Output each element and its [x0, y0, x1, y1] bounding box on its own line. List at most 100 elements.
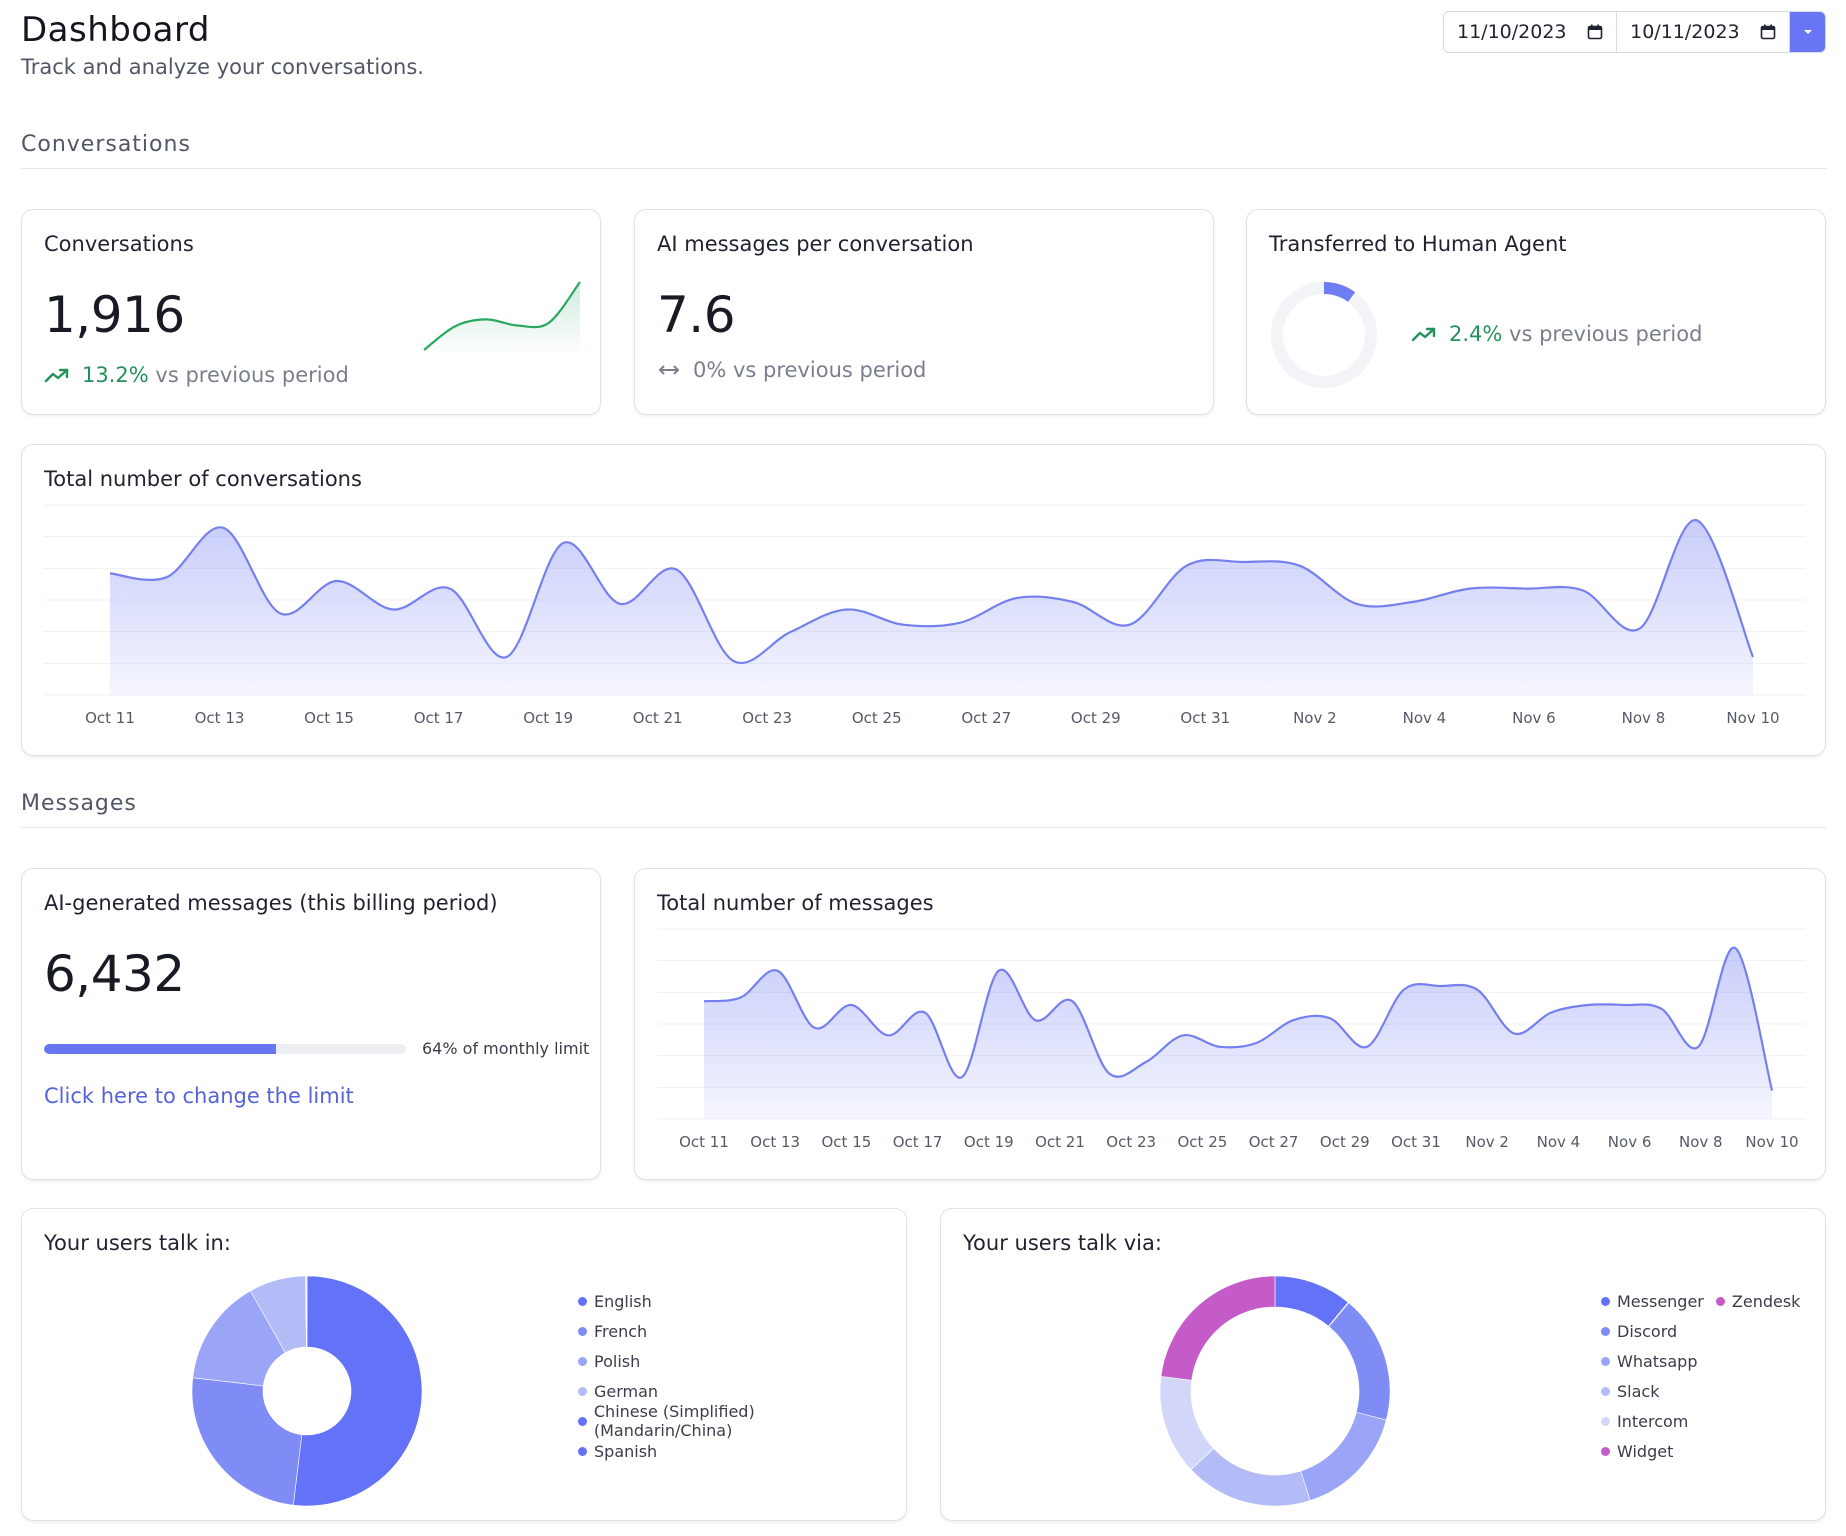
monthly-limit-progress-bar	[44, 1044, 406, 1054]
sparkline-line	[423, 281, 581, 351]
kpi-value: 1,916	[44, 286, 185, 344]
legend-entry[interactable]: Widget	[1601, 1442, 1673, 1461]
legend-entry[interactable]: Intercom	[1601, 1412, 1688, 1431]
start-date-value: 11/10/2023	[1457, 21, 1567, 43]
card-title: Total number of conversations	[44, 467, 362, 491]
transfer-ring-chart	[1271, 282, 1377, 388]
x-tick-label: Nov 10	[1745, 1133, 1798, 1151]
x-tick-label: Nov 8	[1622, 709, 1666, 727]
x-tick-label: Nov 6	[1512, 709, 1556, 727]
legend-label: Discord	[1617, 1321, 1678, 1341]
legend-entry[interactable]: French	[578, 1322, 647, 1341]
legend-row: Discord	[1601, 1316, 1812, 1346]
legend-entry[interactable]: English	[578, 1292, 652, 1311]
card-ai-messages-per-conversation: AI messages per conversation 7.6 0% vs p…	[634, 209, 1214, 415]
x-tick-label: Nov 2	[1293, 709, 1337, 727]
legend-label: French	[594, 1321, 648, 1341]
legend-dot	[578, 1386, 587, 1396]
x-tick-label: Oct 25	[852, 709, 902, 727]
legend-row: Whatsapp	[1601, 1346, 1812, 1376]
arrows-horizontal-icon	[658, 365, 680, 375]
legend-row: German	[578, 1376, 906, 1406]
page-title: Dashboard	[21, 10, 210, 50]
calendar-icon[interactable]	[1760, 24, 1776, 40]
legend-entry[interactable]: German	[578, 1382, 658, 1401]
slice-discord[interactable]	[1328, 1302, 1390, 1421]
slice-widget[interactable]	[1160, 1276, 1276, 1381]
end-date-input[interactable]: 10/11/2023	[1617, 12, 1791, 52]
sparkline-area	[424, 282, 580, 356]
area-fill	[704, 947, 1772, 1119]
legend-dot	[578, 1326, 587, 1336]
start-date-input[interactable]: 11/10/2023	[1444, 12, 1618, 52]
legend-label: Chinese (Simplified) (Mandarin/China)	[593, 1402, 755, 1440]
x-tick-label: Oct 31	[1180, 709, 1230, 727]
legend-row: Messenger Zendesk	[1601, 1286, 1812, 1316]
card-title: Transferred to Human Agent	[1269, 232, 1567, 256]
trend-up-icon	[44, 368, 69, 383]
x-tick-label: Oct 13	[195, 709, 245, 727]
legend-entry[interactable]: Discord	[1601, 1322, 1677, 1341]
legend-row: Slack	[1601, 1376, 1812, 1406]
conversations-area-chart: Oct 11 Oct 13 Oct 15 Oct 17 Oct 19 Oct 21 Oct …	[44, 504, 1805, 727]
page-subtitle: Track and analyze your conversations.	[21, 55, 424, 79]
calendar-icon[interactable]	[1587, 24, 1603, 40]
section-divider	[21, 168, 1826, 169]
card-user-channels: Your users talk via: Messenger Zendesk Dis…	[940, 1208, 1826, 1521]
legend-dot	[1715, 1296, 1725, 1306]
slice-polish[interactable]	[192, 1290, 286, 1387]
legend-dot	[578, 1296, 587, 1306]
x-tick-label: Oct 23	[742, 709, 792, 727]
legend-entry[interactable]: Messenger	[1601, 1292, 1704, 1311]
x-tick-label: Oct 23	[1106, 1133, 1156, 1151]
card-title: Your users talk in:	[44, 1231, 231, 1255]
legend-entry[interactable]: Chinese (Simplified) (Mandarin/China)	[578, 1402, 894, 1440]
messages-area-chart: Oct 11 Oct 13 Oct 15 Oct 17 Oct 19 Oct 21 Oct …	[657, 928, 1805, 1151]
legend-entry[interactable]: Slack	[1601, 1382, 1659, 1401]
card-conversations: Conversations 1,916 13.2% vs previous pe…	[21, 209, 601, 415]
legend-label: Spanish	[594, 1441, 658, 1461]
kpi-change-text: vs previous period	[1509, 322, 1703, 346]
legend-dot	[1601, 1446, 1610, 1456]
x-tick-label: Oct 21	[1035, 1133, 1085, 1151]
legend-entry[interactable]: Zendesk	[1715, 1291, 1801, 1311]
slice-french[interactable]	[192, 1377, 303, 1506]
card-title: Conversations	[44, 232, 194, 256]
x-tick-label: Oct 27	[1249, 1133, 1299, 1151]
slice-english[interactable]	[292, 1276, 422, 1506]
x-tick-label: Nov 2	[1465, 1133, 1509, 1151]
x-tick-label: Oct 11	[679, 1133, 729, 1151]
trend-up-icon	[1411, 327, 1436, 342]
slice-spanish[interactable]	[305, 1276, 308, 1348]
legend-label: Slack	[1617, 1381, 1660, 1401]
kpi-change-pct: 2.4%	[1449, 322, 1503, 346]
legend-entry[interactable]: Polish	[578, 1352, 640, 1371]
legend-label: Zendesk	[1731, 1291, 1801, 1311]
card-title: AI-generated messages (this billing peri…	[44, 891, 498, 915]
change-limit-link[interactable]: Click here to change the limit	[44, 1084, 354, 1108]
ring-track	[1271, 282, 1377, 388]
legend-row: Chinese (Simplified) (Mandarin/China)	[578, 1402, 906, 1440]
slice-slack[interactable]	[1190, 1447, 1311, 1506]
chevron-down-icon	[1803, 30, 1812, 34]
series-line	[703, 946, 1774, 1091]
legend-entry[interactable]: Spanish	[578, 1442, 657, 1461]
legend-entry[interactable]: Whatsapp	[1601, 1352, 1698, 1371]
slice-whatsapp[interactable]	[1300, 1411, 1387, 1501]
card-user-languages: Your users talk in: English French Polish G…	[21, 1208, 907, 1521]
x-tick-label: Oct 13	[750, 1133, 800, 1151]
date-range-dropdown-button[interactable]	[1790, 12, 1825, 52]
legend-label: English	[594, 1291, 652, 1311]
x-tick-label: Oct 19	[523, 709, 573, 727]
card-title: Total number of messages	[657, 891, 934, 915]
legend-dot	[1601, 1386, 1610, 1396]
x-tick-label: Oct 15	[822, 1133, 872, 1151]
card-total-messages: Total number of messages Oct 11 Oct 13 Oct…	[634, 868, 1826, 1180]
x-tick-label: Nov 4	[1537, 1133, 1581, 1151]
legend-row: Polish	[578, 1346, 906, 1376]
languages-donut-chart	[192, 1276, 422, 1506]
kpi-trend: 13.2% vs previous period	[44, 363, 349, 387]
section-divider	[21, 827, 1826, 828]
x-tick-label: Nov 4	[1403, 709, 1447, 727]
slice-intercom[interactable]	[1160, 1376, 1215, 1470]
